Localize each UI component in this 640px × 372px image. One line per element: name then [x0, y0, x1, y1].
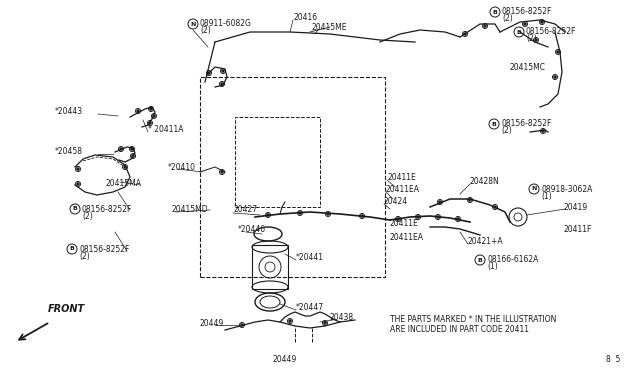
Text: *20446: *20446 — [238, 224, 266, 234]
Circle shape — [131, 148, 133, 150]
Text: (1): (1) — [487, 263, 498, 272]
Text: 20415MA: 20415MA — [105, 180, 141, 189]
Circle shape — [132, 155, 134, 157]
Text: (2): (2) — [79, 251, 90, 260]
Text: *20447: *20447 — [296, 302, 324, 311]
Text: 20419: 20419 — [563, 202, 587, 212]
Text: 20411F: 20411F — [563, 224, 591, 234]
Circle shape — [299, 212, 301, 214]
Text: B: B — [493, 10, 497, 15]
Text: 08918-3062A: 08918-3062A — [541, 185, 593, 193]
Circle shape — [397, 218, 399, 220]
Text: *20410: *20410 — [168, 163, 196, 171]
Text: * 20411A: * 20411A — [148, 125, 184, 134]
Text: 08156-8252F: 08156-8252F — [526, 28, 577, 36]
Circle shape — [554, 76, 556, 78]
Circle shape — [484, 25, 486, 27]
Text: B: B — [516, 29, 522, 35]
Circle shape — [241, 324, 243, 326]
Circle shape — [524, 23, 526, 25]
Text: 20424: 20424 — [383, 196, 407, 205]
Circle shape — [208, 72, 210, 74]
Circle shape — [77, 168, 79, 170]
Text: B: B — [477, 257, 483, 263]
Text: (2): (2) — [501, 126, 512, 135]
Text: 20411E: 20411E — [390, 219, 419, 228]
Text: (2): (2) — [82, 212, 93, 221]
Text: (1): (1) — [541, 192, 552, 201]
Circle shape — [439, 201, 441, 203]
Text: N: N — [531, 186, 537, 192]
Text: B: B — [492, 122, 497, 126]
Circle shape — [77, 183, 79, 185]
Text: N: N — [190, 22, 196, 26]
Circle shape — [417, 216, 419, 218]
Circle shape — [535, 39, 537, 41]
Circle shape — [469, 199, 471, 201]
Bar — [235, 117, 320, 207]
Text: 20411E: 20411E — [387, 173, 416, 182]
Circle shape — [557, 51, 559, 53]
Text: 20411EA: 20411EA — [385, 185, 419, 193]
Text: 08156-8252F: 08156-8252F — [501, 119, 552, 128]
Text: 8  5: 8 5 — [605, 356, 620, 365]
Text: 08156-8252F: 08156-8252F — [79, 244, 129, 253]
Circle shape — [120, 148, 122, 150]
Circle shape — [437, 216, 439, 218]
Text: (2): (2) — [502, 15, 513, 23]
Text: 20415MD: 20415MD — [172, 205, 209, 215]
Text: B: B — [70, 247, 74, 251]
Circle shape — [150, 108, 152, 110]
Text: 20411EA: 20411EA — [390, 232, 424, 241]
Text: ARE INCLUDED IN PART CODE 20411: ARE INCLUDED IN PART CODE 20411 — [390, 326, 529, 334]
Text: (2): (2) — [526, 35, 537, 44]
Circle shape — [222, 70, 224, 72]
Circle shape — [221, 171, 223, 173]
Text: 20428N: 20428N — [470, 177, 500, 186]
Bar — [252, 245, 288, 289]
Circle shape — [149, 122, 151, 124]
Text: B: B — [72, 206, 77, 212]
Circle shape — [457, 218, 459, 220]
Text: FRONT: FRONT — [48, 304, 85, 314]
Text: *20441: *20441 — [296, 253, 324, 262]
Circle shape — [494, 206, 496, 208]
Text: 20427: 20427 — [233, 205, 257, 215]
Text: 08911-6082G: 08911-6082G — [200, 19, 252, 29]
Circle shape — [541, 21, 543, 23]
Text: 20449: 20449 — [200, 320, 224, 328]
Text: *20443: *20443 — [55, 108, 83, 116]
Circle shape — [361, 215, 363, 217]
Text: 08156-8252F: 08156-8252F — [502, 7, 552, 16]
Text: *20458: *20458 — [55, 148, 83, 157]
Text: (2): (2) — [200, 26, 211, 35]
Circle shape — [137, 110, 139, 112]
Text: 08166-6162A: 08166-6162A — [487, 256, 538, 264]
Text: 20415ME: 20415ME — [311, 22, 346, 32]
Text: THE PARTS MARKED * IN THE ILLUSTRATION: THE PARTS MARKED * IN THE ILLUSTRATION — [390, 315, 556, 324]
Circle shape — [153, 115, 155, 117]
Circle shape — [324, 322, 326, 324]
Circle shape — [124, 166, 126, 168]
Circle shape — [542, 130, 544, 132]
Circle shape — [464, 33, 466, 35]
Circle shape — [289, 320, 291, 322]
Circle shape — [327, 213, 329, 215]
Circle shape — [267, 214, 269, 216]
Text: 20416: 20416 — [293, 13, 317, 22]
Text: 08156-8252F: 08156-8252F — [82, 205, 132, 214]
Bar — [200, 77, 385, 277]
Text: 20421+A: 20421+A — [468, 237, 504, 247]
Text: 20415MC: 20415MC — [510, 62, 546, 71]
Text: 20449: 20449 — [273, 356, 297, 365]
Circle shape — [221, 83, 223, 85]
Text: 20438: 20438 — [330, 312, 354, 321]
